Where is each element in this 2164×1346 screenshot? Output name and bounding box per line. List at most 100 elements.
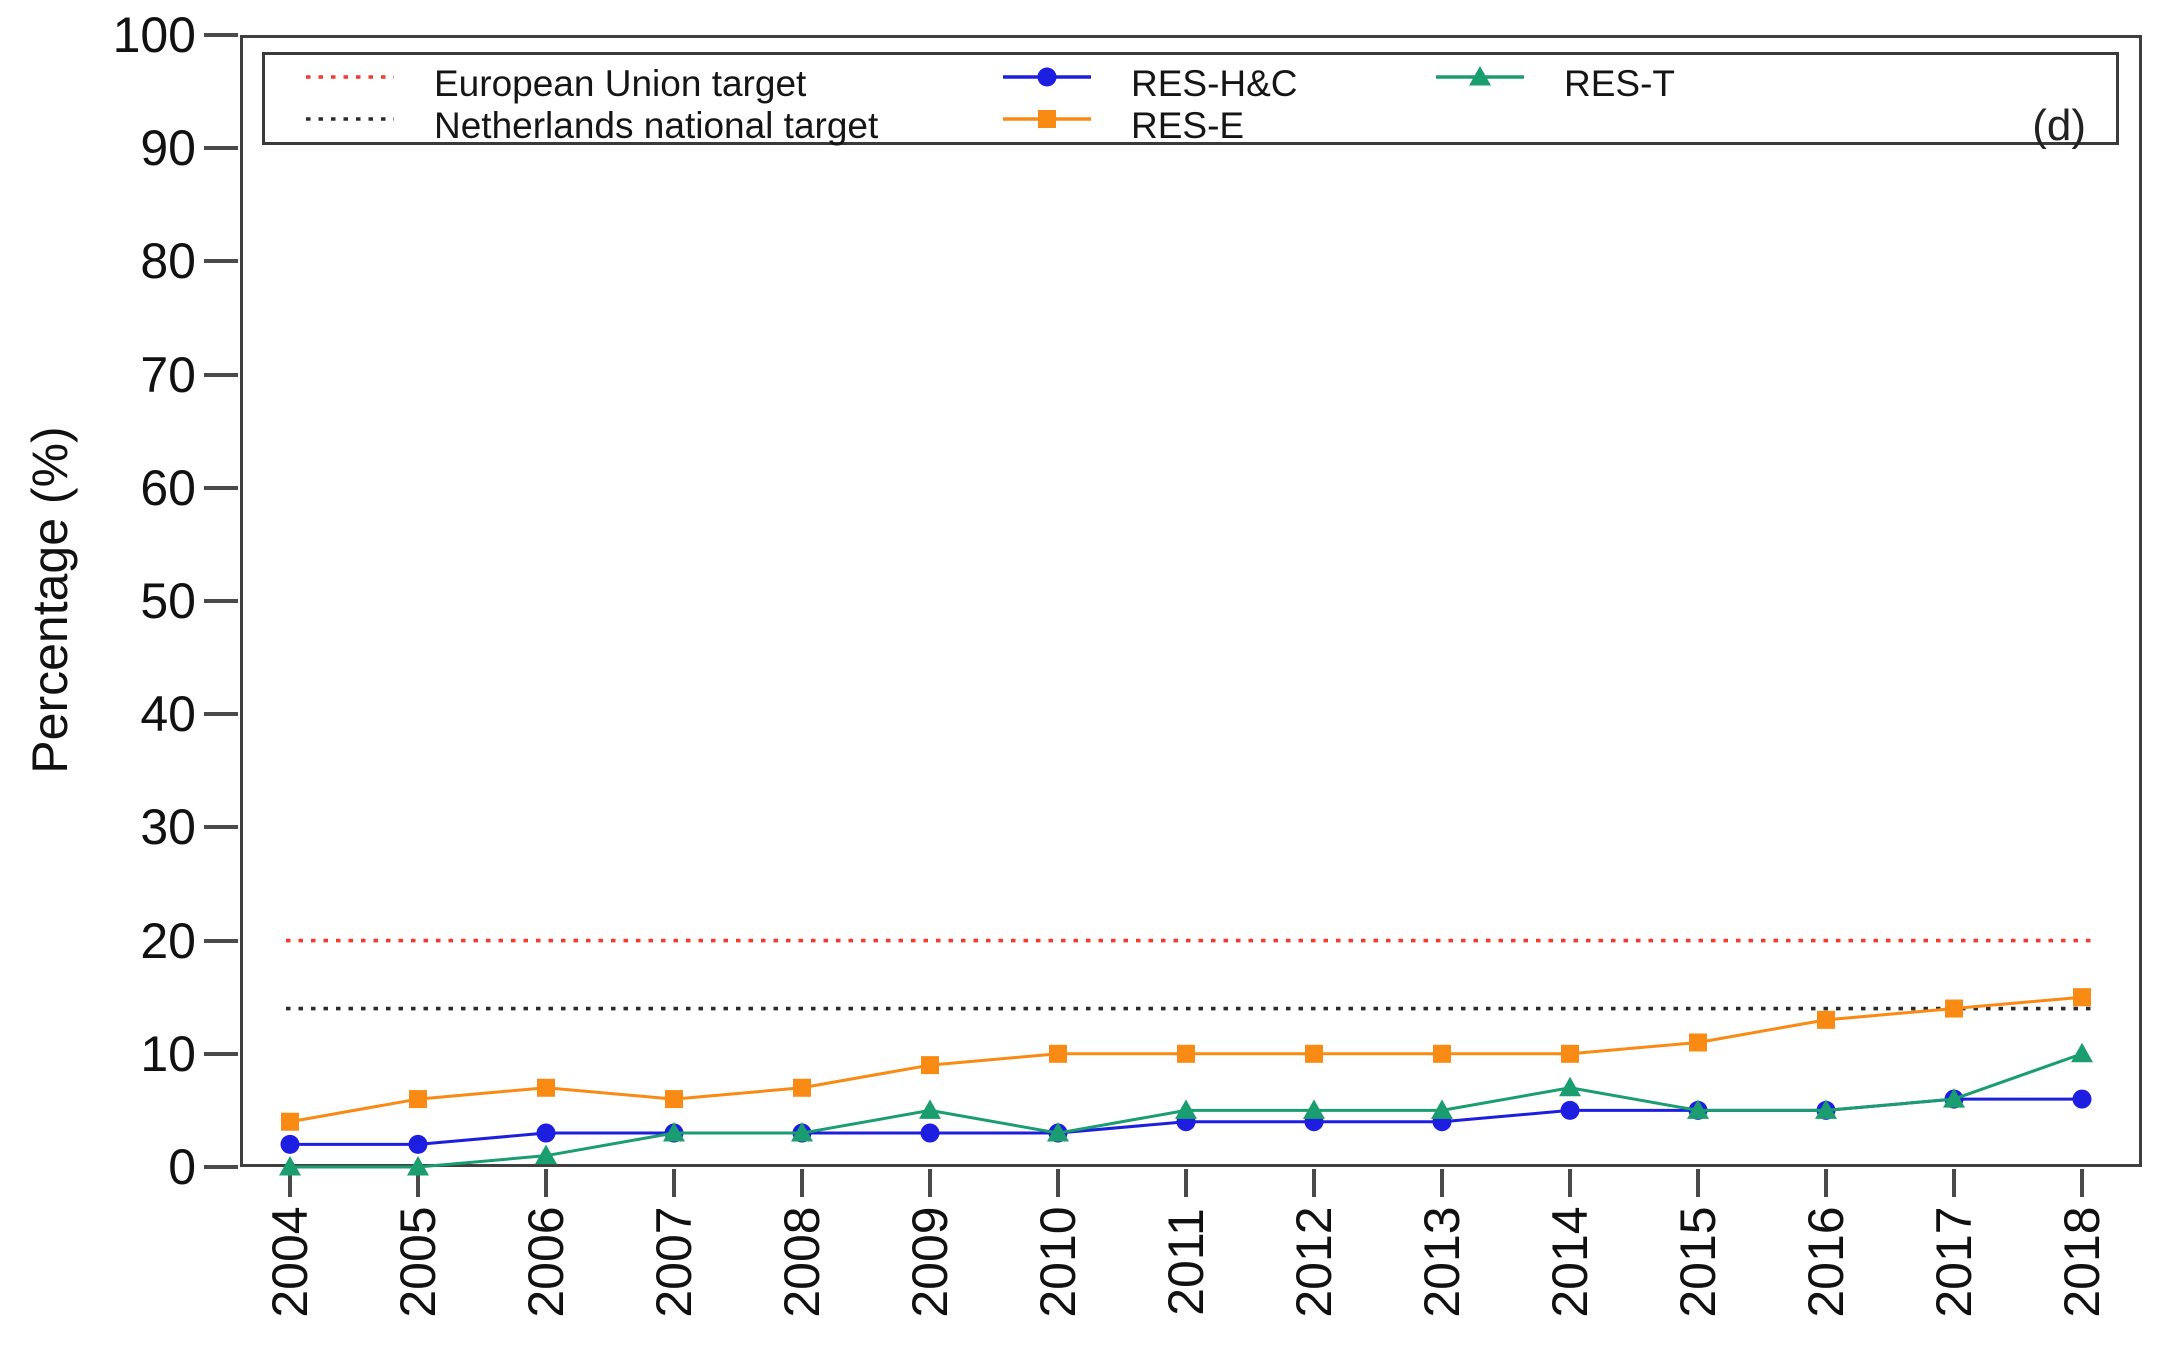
legend-label-res-t: RES-T [1564, 63, 1675, 104]
x-tick-mark [416, 1169, 420, 1197]
legend-label-res-e: RES-E [1131, 105, 1245, 146]
x-tick-label: 2010 [1030, 1206, 1086, 1318]
y-tick-label: 40 [140, 686, 196, 743]
data-point-marker [1177, 1044, 1195, 1063]
x-tick-label: 2006 [518, 1206, 574, 1318]
data-point-marker [1559, 1076, 1581, 1097]
y-tick-label: 100 [112, 7, 196, 63]
y-tick-mark [204, 1051, 238, 1056]
data-point-marker [1945, 999, 1963, 1018]
y-tick-mark [204, 938, 238, 943]
x-tick-mark [928, 1169, 932, 1197]
y-tick-mark [204, 146, 238, 151]
x-tick-label: 2013 [1414, 1206, 1470, 1318]
x-tick-mark [1952, 1169, 1956, 1197]
series-RES-H&C [280, 1089, 2092, 1154]
data-point-marker [793, 1078, 811, 1097]
x-tick-mark [1440, 1169, 1444, 1197]
x-tick-mark [1824, 1169, 1828, 1197]
data-point-marker [1175, 1099, 1197, 1119]
legend-entry-nl-target: Netherlands national target [306, 105, 879, 146]
x-tick-label: 2014 [1542, 1206, 1598, 1318]
data-point-marker [1303, 1099, 1325, 1119]
x-tick-label: 2016 [1798, 1206, 1854, 1318]
data-point-marker [921, 1056, 939, 1075]
x-tick-mark [672, 1169, 676, 1197]
y-tick-mark [204, 33, 238, 37]
x-tick-label: 2009 [902, 1206, 958, 1318]
data-point-marker [1433, 1044, 1451, 1063]
y-tick-mark [204, 1165, 238, 1169]
series-RES-E [281, 988, 2091, 1131]
x-tick-label: 2017 [1926, 1206, 1982, 1318]
plot-canvas [240, 35, 2142, 1176]
y-tick-label: 10 [140, 1025, 196, 1082]
x-tick-label: 2015 [1670, 1206, 1726, 1318]
data-point-marker [1305, 1044, 1323, 1063]
data-point-marker [279, 1156, 301, 1176]
data-point-marker [1561, 1044, 1579, 1063]
data-point-marker [535, 1144, 557, 1165]
data-point-marker [408, 1134, 428, 1154]
x-tick-mark [1696, 1169, 1700, 1197]
x-tick-label: 2005 [390, 1206, 446, 1318]
y-tick-mark [204, 712, 238, 717]
legend-label-nl-target: Netherlands national target [434, 105, 879, 146]
data-point-marker [2071, 1042, 2093, 1063]
x-tick-label: 2011 [1158, 1208, 1214, 1316]
data-point-marker [2073, 988, 2091, 1007]
legend-entry-res-e: RES-E [1003, 105, 1245, 146]
x-tick-label: 2004 [262, 1206, 318, 1318]
x-tick-mark [1056, 1169, 1060, 1197]
data-point-marker [1431, 1099, 1453, 1119]
x-tick-label: 2007 [646, 1206, 702, 1318]
data-point-marker [1817, 1010, 1835, 1029]
data-point-marker [280, 1134, 300, 1154]
legend-label-res-hc: RES-H&C [1131, 63, 1298, 104]
x-tick-mark [1568, 1169, 1572, 1197]
y-tick-label: 0 [168, 1139, 196, 1195]
y-tick-label: 60 [140, 459, 196, 516]
eu-target-line-swatch-icon [306, 71, 394, 97]
x-tick-mark [1312, 1169, 1316, 1197]
data-point-marker [1047, 1122, 1069, 1142]
panel-label: (d) [2032, 101, 2086, 150]
data-point-marker [1687, 1099, 1709, 1119]
y-tick-label: 80 [140, 233, 196, 290]
data-point-marker [407, 1156, 429, 1176]
x-tick-mark [288, 1169, 292, 1197]
y-tick-mark [204, 372, 238, 377]
data-point-marker [920, 1123, 940, 1143]
legend-label-eu-target: European Union target [434, 63, 807, 104]
legend: European Union target Netherlands nation… [262, 52, 2119, 150]
data-point-marker [1815, 1099, 1837, 1119]
y-tick-mark [204, 825, 238, 830]
res-e-square-swatch-icon [1003, 110, 1091, 139]
nl-target-line-swatch-icon [306, 113, 394, 139]
y-tick-label: 50 [140, 573, 196, 629]
legend-entry-res-t: RES-T [1436, 63, 1675, 104]
legend-entry-res-hc: RES-H&C [1003, 63, 1298, 104]
res-hc-circle-swatch-icon [1003, 67, 1091, 97]
data-point-marker [409, 1090, 427, 1109]
x-tick-mark [1184, 1169, 1188, 1197]
data-point-marker [663, 1122, 685, 1142]
plot-area: European Union target Netherlands nation… [240, 35, 2142, 1176]
data-point-marker [791, 1122, 813, 1142]
data-point-marker [1689, 1033, 1707, 1052]
data-point-marker [1560, 1100, 1580, 1120]
x-tick-label: 2018 [2054, 1206, 2110, 1318]
data-point-marker [2072, 1089, 2092, 1109]
x-tick-mark [544, 1169, 548, 1197]
y-tick-label: 70 [140, 346, 196, 403]
data-point-marker [919, 1099, 941, 1119]
x-tick-mark [800, 1169, 804, 1197]
y-tick-mark [204, 259, 238, 264]
x-tick-label: 2008 [774, 1206, 830, 1318]
data-point-marker [281, 1112, 299, 1131]
y-tick-label: 30 [140, 799, 196, 856]
data-point-marker [536, 1123, 556, 1143]
data-point-marker [537, 1078, 555, 1097]
x-tick-label: 2012 [1286, 1206, 1342, 1318]
